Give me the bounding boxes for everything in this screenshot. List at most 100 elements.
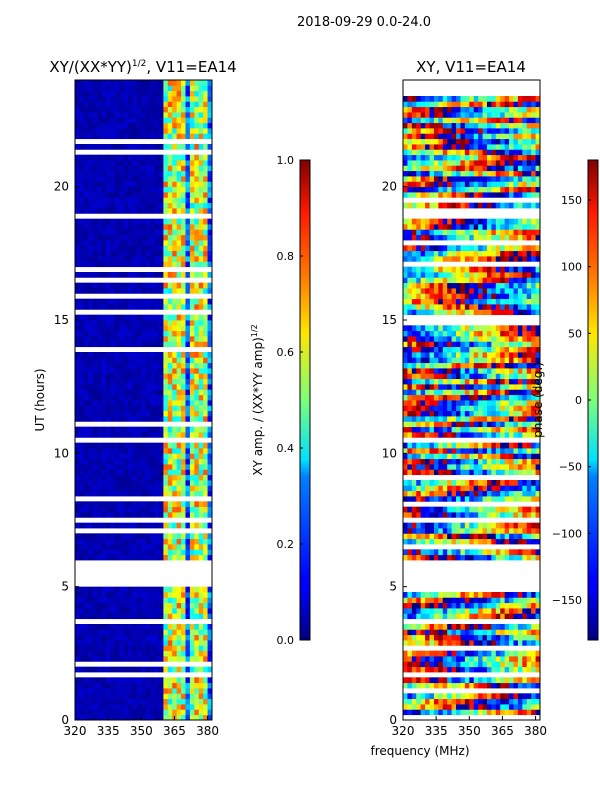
heatmap-cell <box>478 464 483 470</box>
heatmap-cell <box>482 378 488 385</box>
heatmap-cell <box>88 709 94 716</box>
heatmap-cell <box>92 96 98 102</box>
heatmap-cell <box>167 624 173 630</box>
heatmap-cell <box>469 512 475 518</box>
heatmap-cell <box>429 597 435 604</box>
heatmap-cell <box>83 586 89 593</box>
heatmap-cell <box>132 186 138 193</box>
heatmap-cell <box>79 400 85 406</box>
heatmap-cell <box>531 549 536 556</box>
heatmap-cell <box>154 186 160 193</box>
heatmap-cell <box>83 208 89 214</box>
heatmap-cell <box>97 629 102 636</box>
heatmap-cell <box>176 197 182 204</box>
heatmap-cell <box>526 469 532 476</box>
heatmap-cell <box>189 122 195 129</box>
heatmap-cell <box>185 218 191 225</box>
heatmap-cell <box>522 389 528 396</box>
heatmap-cell <box>128 298 133 305</box>
heatmap-cell <box>207 165 213 172</box>
heatmap-cell <box>438 405 444 412</box>
heatmap-cell <box>167 666 173 673</box>
heatmap-cell <box>132 288 138 294</box>
heatmap-cell <box>114 352 120 358</box>
heatmap-cell <box>136 112 142 118</box>
heatmap-cell <box>163 501 169 508</box>
heatmap-cell <box>194 368 200 374</box>
heatmap-cell <box>185 101 191 108</box>
heatmap-cell <box>429 512 435 518</box>
heatmap-cell <box>509 528 514 534</box>
heatmap-cell <box>97 400 102 406</box>
heatmap-cell <box>482 624 488 630</box>
heatmap-cell <box>123 405 129 412</box>
heatmap-cell <box>411 682 417 689</box>
heatmap-cell <box>482 608 488 614</box>
heatmap-cell <box>105 464 111 470</box>
heatmap-cell <box>495 352 501 358</box>
heatmap-cell <box>92 176 98 182</box>
heatmap-cell <box>207 453 213 460</box>
heatmap-cell <box>150 154 155 161</box>
heatmap-cell <box>535 693 541 700</box>
heatmap-cell <box>504 362 510 369</box>
heatmap-cell <box>416 458 422 465</box>
heatmap-cell <box>123 714 129 721</box>
heatmap-cell <box>469 330 475 337</box>
heatmap-cell <box>79 122 85 129</box>
heatmap-cell <box>123 288 129 294</box>
heatmap-cell <box>535 512 541 518</box>
heatmap-cell <box>154 597 160 604</box>
heatmap-cell <box>75 256 80 262</box>
heatmap-cell <box>83 245 89 252</box>
heatmap-cell <box>119 186 125 193</box>
heatmap-cell <box>167 645 173 652</box>
heatmap-cell <box>522 522 528 529</box>
heatmap-cell <box>203 202 208 209</box>
heatmap-cell <box>150 122 155 129</box>
heatmap-cell <box>407 624 413 630</box>
heatmap-cell <box>132 256 138 262</box>
heatmap-cell <box>83 544 89 550</box>
heatmap-cell <box>194 469 200 476</box>
heatmap-cell <box>491 330 497 337</box>
heatmap-cell <box>429 533 435 540</box>
heatmap-cell <box>504 458 510 465</box>
heatmap-cell <box>425 400 430 406</box>
heatmap-cell <box>150 608 155 614</box>
heatmap-cell <box>416 469 422 476</box>
heatmap-cell <box>110 261 116 268</box>
heatmap-cell <box>123 693 129 700</box>
heatmap-cell <box>447 512 453 518</box>
heatmap-cell <box>79 352 85 358</box>
heatmap-cell <box>407 426 413 433</box>
heatmap-cell <box>189 592 195 598</box>
heatmap-cell <box>495 410 501 417</box>
heatmap-cell <box>473 442 479 449</box>
heatmap-cell <box>101 416 107 422</box>
heatmap-cell <box>513 368 519 374</box>
heatmap-cell <box>163 469 169 476</box>
heatmap-cell <box>75 357 80 364</box>
heatmap-cell <box>509 682 514 689</box>
heatmap-cell <box>469 421 475 428</box>
heatmap-cell <box>132 512 138 518</box>
heatmap-cell <box>114 378 120 385</box>
heatmap-cell <box>123 474 129 481</box>
heatmap-cell <box>456 410 461 417</box>
heatmap-cell <box>172 688 178 694</box>
heatmap-cell <box>128 240 133 246</box>
heatmap-cell <box>97 117 102 124</box>
heatmap-cell <box>83 602 89 609</box>
heatmap-cell <box>513 698 519 705</box>
heatmap-cell <box>172 314 178 321</box>
heatmap-cell <box>110 341 116 348</box>
heatmap-cell <box>79 181 85 188</box>
heatmap-cell <box>486 341 492 348</box>
heatmap-cell <box>181 144 186 150</box>
heatmap-cell <box>163 229 169 236</box>
heatmap-cell <box>119 224 125 230</box>
heatmap-cell <box>460 602 466 609</box>
heatmap-cell <box>92 458 98 465</box>
heatmap-cell <box>425 634 430 641</box>
